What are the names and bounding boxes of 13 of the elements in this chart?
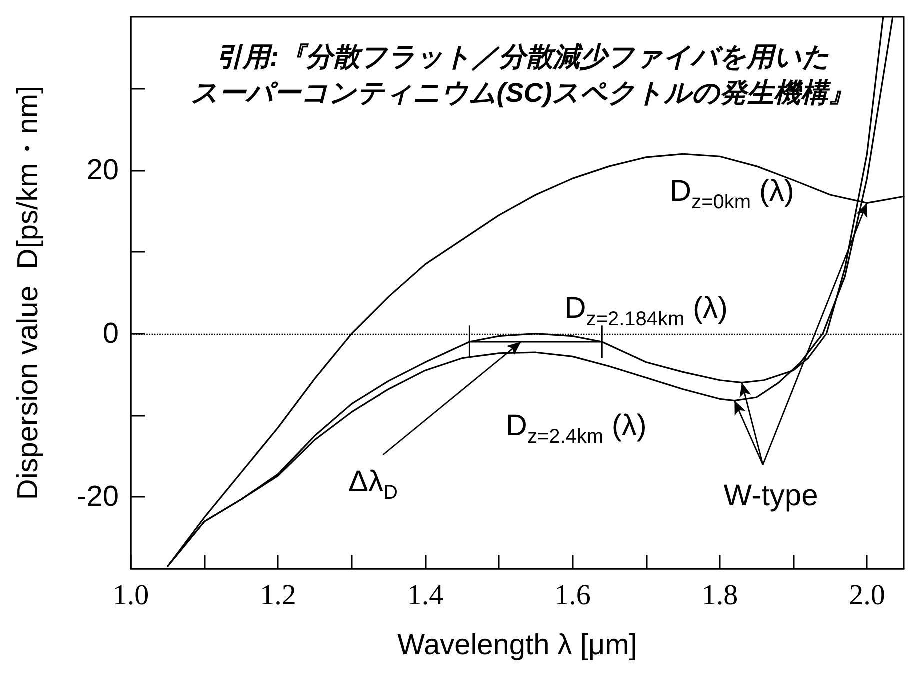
y-axis-title: Dispersion value D[ps/km・nm]	[12, 86, 44, 500]
x-tick-label: 1.2	[260, 580, 296, 612]
y-tick-label: 20	[86, 154, 119, 187]
x-tick-label: 1.0	[112, 580, 150, 612]
y-tick-label: 0	[102, 318, 119, 350]
x-tick-label: 1.6	[554, 580, 591, 612]
y-tick-label: -20	[77, 481, 119, 514]
x-tick-label: 2.0	[849, 580, 886, 612]
x-tick-label: 1.4	[407, 580, 444, 612]
x-tick-label: 1.8	[702, 580, 738, 612]
text: 引用:『分散フラット／分散減少ファイバを用いたスーパーコンティニウム(SC)スペクトルの発生機構』	[190, 42, 856, 108]
annotation: W-type	[724, 479, 818, 512]
x-axis-title: Wavelength λ [μm]	[398, 630, 638, 662]
